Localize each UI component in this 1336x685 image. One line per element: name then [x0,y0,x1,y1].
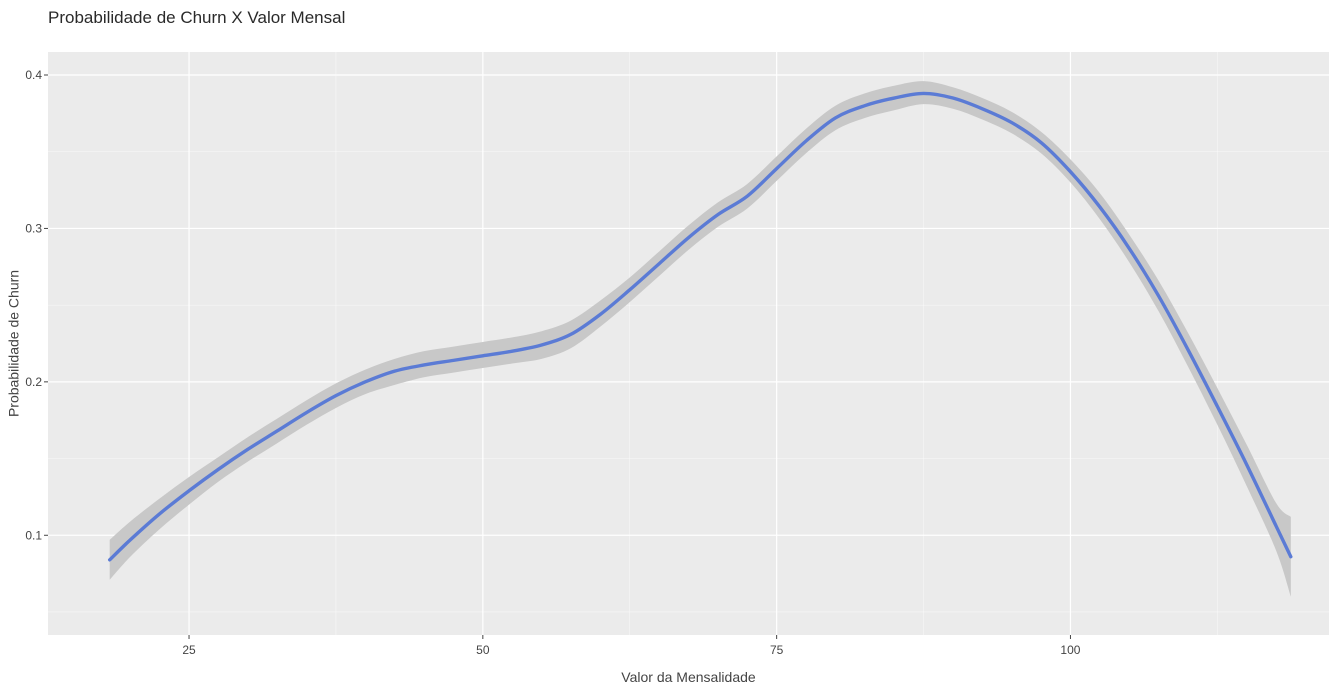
y-axis-title: Probabilidade de Churn [6,270,22,417]
y-tick-label: 0.1 [25,528,42,542]
churn-probability-line [108,91,1293,562]
x-tick-label: 50 [476,643,490,657]
x-tick-label: 100 [1060,643,1080,657]
y-tick-labels: 0.1 0.2 0.3 0.4 [25,68,48,542]
y-tick-label: 0.3 [25,221,42,235]
x-tick-labels: 25 50 75 100 [182,635,1081,657]
x-tick-label: 25 [182,643,196,657]
minor-gridlines [48,52,1329,635]
chart-title: Probabilidade de Churn X Valor Mensal [48,8,346,27]
x-tick-label: 75 [770,643,784,657]
x-axis-title: Valor da Mensalidade [621,669,756,685]
y-tick-label: 0.4 [25,68,42,82]
plot-panel [48,52,1329,635]
y-tick-label: 0.2 [25,375,42,389]
smooth-line-layer [108,91,1293,562]
